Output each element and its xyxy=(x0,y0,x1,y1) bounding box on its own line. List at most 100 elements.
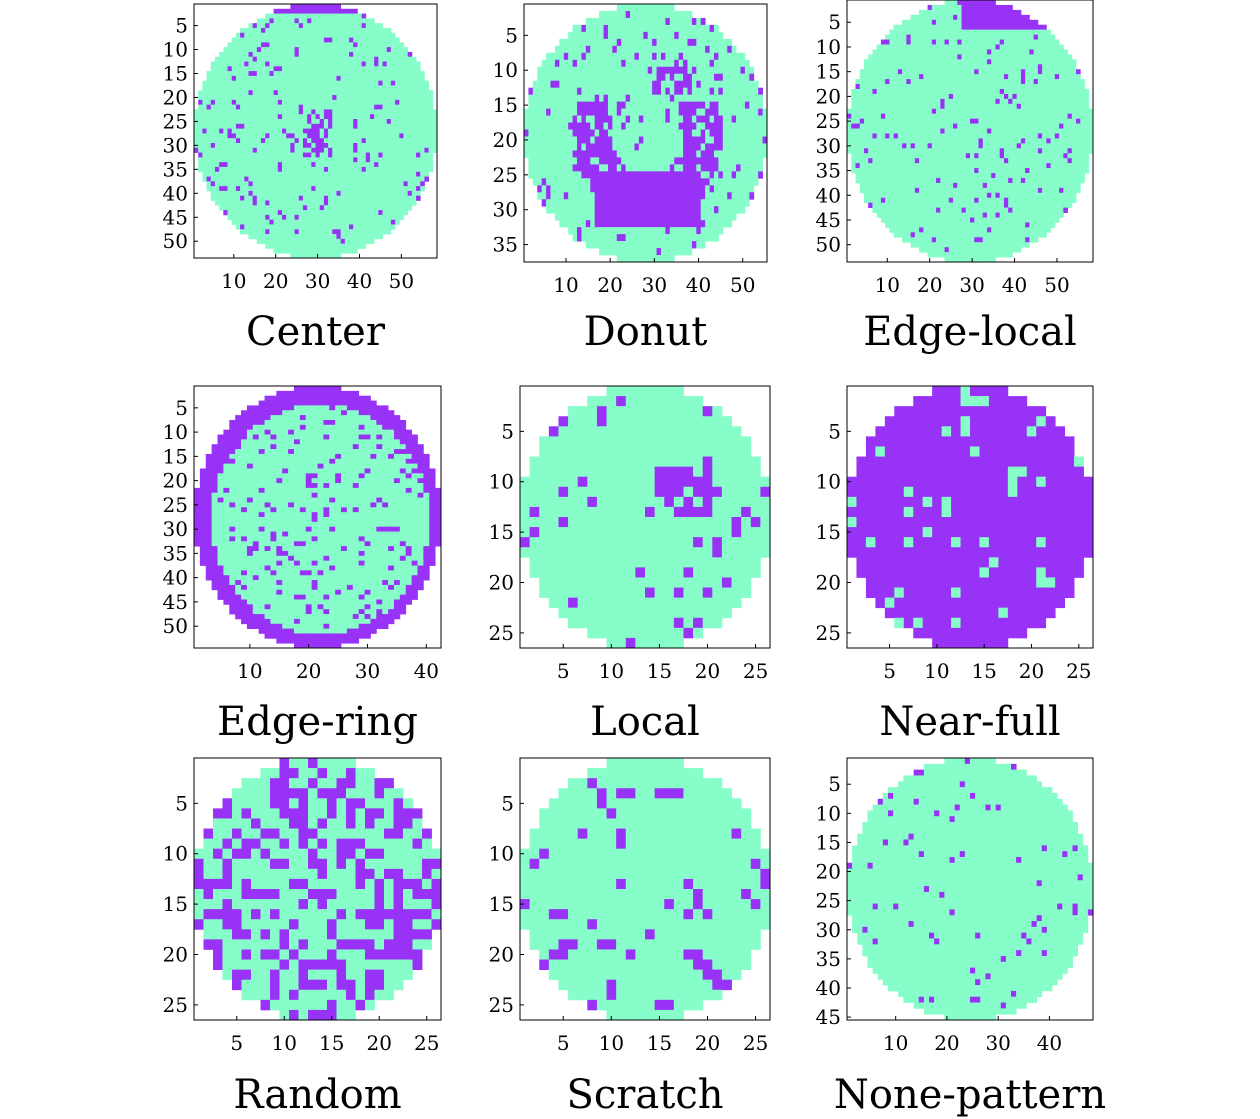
defect-die xyxy=(700,185,706,193)
good-die xyxy=(559,45,565,54)
good-die xyxy=(537,80,543,89)
good-die xyxy=(349,142,354,149)
good-die xyxy=(577,213,582,221)
good-die xyxy=(687,227,693,235)
good-die xyxy=(290,248,295,254)
good-die xyxy=(390,128,396,134)
defect-die xyxy=(709,108,715,116)
good-die xyxy=(621,108,627,116)
good-die xyxy=(210,123,216,129)
good-die xyxy=(265,142,270,149)
good-die xyxy=(1067,54,1073,60)
good-die xyxy=(219,90,224,96)
defect-die xyxy=(643,178,649,186)
good-die xyxy=(428,109,434,115)
good-die xyxy=(240,210,245,216)
good-die xyxy=(219,166,224,173)
good-die xyxy=(286,99,291,106)
good-die xyxy=(365,75,371,82)
good-die xyxy=(411,71,417,77)
good-die xyxy=(722,220,728,228)
good-die xyxy=(256,234,262,240)
good-die xyxy=(340,166,346,173)
good-die xyxy=(674,150,680,158)
good-die xyxy=(244,133,249,139)
good-die xyxy=(616,122,622,130)
defect-die xyxy=(1020,74,1026,80)
good-die xyxy=(674,234,680,242)
good-die xyxy=(893,34,899,40)
good-die xyxy=(1076,93,1081,100)
good-die xyxy=(369,166,375,173)
good-die xyxy=(235,95,241,101)
good-die xyxy=(554,206,560,214)
x-tick-label: 10 xyxy=(553,273,578,297)
good-die xyxy=(332,176,337,182)
good-die xyxy=(893,49,899,55)
defect-die xyxy=(630,178,635,186)
defect-die xyxy=(603,31,609,40)
good-die xyxy=(290,75,295,82)
good-die xyxy=(369,90,375,96)
good-die xyxy=(428,138,434,144)
good-die xyxy=(897,88,903,95)
good-die xyxy=(1025,59,1030,65)
good-die xyxy=(713,220,719,228)
good-die xyxy=(261,162,266,168)
good-die xyxy=(1003,64,1009,70)
good-die xyxy=(986,74,992,80)
good-die xyxy=(328,205,333,211)
good-die xyxy=(256,181,262,187)
good-die xyxy=(923,64,928,70)
good-die xyxy=(634,115,640,123)
defect-die xyxy=(315,142,321,149)
defect-die xyxy=(713,129,719,137)
good-die xyxy=(563,199,569,207)
good-die xyxy=(859,79,865,85)
good-die xyxy=(265,181,270,187)
good-die xyxy=(307,13,312,19)
good-die xyxy=(902,39,907,45)
defect-die xyxy=(995,44,1001,50)
good-die xyxy=(344,42,350,48)
good-die xyxy=(231,190,237,197)
defect-die xyxy=(581,129,587,137)
good-die xyxy=(344,157,350,163)
good-die xyxy=(281,71,287,77)
good-die xyxy=(344,166,350,173)
good-die xyxy=(273,104,279,110)
defect-die xyxy=(603,171,609,179)
good-die xyxy=(855,103,861,110)
good-die xyxy=(537,164,543,172)
good-die xyxy=(1012,74,1018,80)
good-die xyxy=(294,109,300,115)
good-die xyxy=(1050,59,1056,65)
good-die xyxy=(974,103,979,110)
good-die xyxy=(910,29,916,35)
good-die xyxy=(298,90,304,96)
defect-die xyxy=(683,192,688,200)
good-die xyxy=(559,185,565,193)
defect-die xyxy=(590,178,596,186)
good-die xyxy=(1016,74,1022,80)
defect-die xyxy=(625,213,631,221)
good-die xyxy=(537,192,543,200)
good-die xyxy=(281,85,287,91)
defect-die xyxy=(678,206,684,214)
good-die xyxy=(256,238,262,245)
good-die xyxy=(328,56,333,62)
good-die xyxy=(744,66,750,75)
good-die xyxy=(194,133,199,139)
good-die xyxy=(718,59,724,68)
good-die xyxy=(315,219,321,225)
good-die xyxy=(399,61,404,67)
good-die xyxy=(353,162,358,168)
defect-die xyxy=(713,73,719,82)
y-tick-label: 15 xyxy=(493,93,518,117)
good-die xyxy=(319,181,325,187)
good-die xyxy=(590,31,596,40)
good-die xyxy=(374,119,379,125)
good-die xyxy=(652,66,657,75)
good-die xyxy=(880,79,886,85)
good-die xyxy=(210,166,216,173)
